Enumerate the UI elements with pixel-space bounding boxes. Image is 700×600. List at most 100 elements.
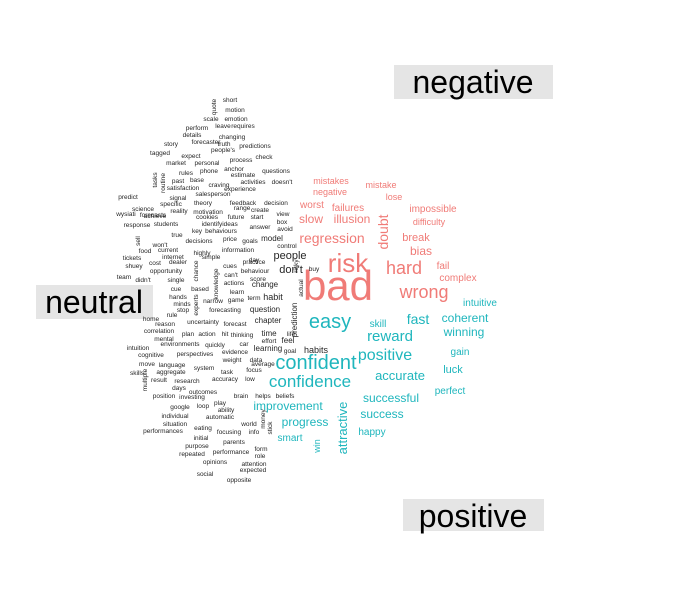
negative-label-box xyxy=(394,65,553,99)
word-negative-17: difficulty xyxy=(413,217,446,227)
word-neutral-157: opportunity xyxy=(150,268,183,275)
word-neutral-134: motion xyxy=(225,107,245,114)
word-neutral-153: cost xyxy=(149,260,161,267)
word-neutral-203: multiple xyxy=(142,368,149,391)
word-neutral-175: goal xyxy=(284,348,297,355)
word-neutral-147: sell xyxy=(135,236,142,246)
word-neutral-167: action xyxy=(198,331,216,338)
word-neutral-115: satisfaction xyxy=(167,185,200,192)
word-positive-28: coherent xyxy=(442,311,489,325)
word-neutral-57: box xyxy=(277,219,288,226)
neutral-label: neutral xyxy=(45,284,143,320)
word-neutral-126: predictions xyxy=(239,143,271,150)
word-neutral-196: brain xyxy=(234,393,249,400)
word-positive-26: accurate xyxy=(375,368,425,383)
word-neutral-63: create xyxy=(251,207,269,214)
word-neutral-163: experts xyxy=(193,294,200,316)
word-neutral-119: process xyxy=(230,157,254,164)
word-neutral-197: helps xyxy=(255,393,271,400)
word-negative-16: lose xyxy=(386,192,403,202)
word-neutral-227: stick xyxy=(267,421,274,435)
word-neutral-201: play xyxy=(214,400,227,407)
word-neutral-66: practice xyxy=(243,259,266,266)
word-positive-33: progress xyxy=(282,415,329,429)
word-neutral-47: question xyxy=(250,305,280,314)
word-neutral-85: based xyxy=(191,286,209,293)
word-neutral-210: eating xyxy=(194,425,212,432)
word-neutral-118: personal xyxy=(195,160,220,167)
word-neutral-195: outcomes xyxy=(189,389,218,396)
word-negative-10: worst xyxy=(299,200,324,211)
word-negative-1: risk xyxy=(328,248,369,278)
word-neutral-111: phone xyxy=(200,168,218,175)
word-neutral-46: change xyxy=(252,280,279,289)
word-neutral-100: identify xyxy=(202,221,223,228)
word-neutral-116: market xyxy=(166,160,186,167)
word-neutral-132: scale xyxy=(203,116,219,123)
word-neutral-181: perspectives xyxy=(177,351,214,358)
word-neutral-45: habit xyxy=(263,292,283,302)
word-neutral-60: answer xyxy=(250,224,272,231)
word-neutral-144: forecasts xyxy=(140,212,167,219)
word-neutral-133: emotion xyxy=(224,116,248,123)
word-neutral-168: hit xyxy=(222,331,229,338)
word-neutral-164: correlation xyxy=(144,328,175,335)
word-neutral-212: info xyxy=(249,429,260,436)
word-negative-3: wrong xyxy=(398,282,448,302)
word-negative-8: bias xyxy=(410,244,432,258)
word-neutral-209: situation xyxy=(163,421,188,428)
word-neutral-113: base xyxy=(190,177,204,184)
word-neutral-218: form xyxy=(255,446,268,453)
word-neutral-87: simple xyxy=(202,254,221,261)
word-negative-15: negative xyxy=(313,187,347,197)
word-neutral-150: current xyxy=(158,247,178,254)
word-positive-30: successful xyxy=(363,391,419,405)
word-positive-32: success xyxy=(360,407,403,421)
word-neutral-180: quickly xyxy=(205,342,226,349)
word-positive-22: confidence xyxy=(269,372,351,391)
word-neutral-80: stop xyxy=(177,307,190,314)
word-neutral-69: can't xyxy=(224,272,238,279)
word-neutral-90: decisions xyxy=(185,238,213,245)
word-neutral-151: food xyxy=(139,248,152,255)
word-neutral-140: science xyxy=(132,206,154,213)
word-neutral-173: data xyxy=(250,357,263,364)
word-neutral-86: narrow xyxy=(203,298,223,305)
word-neutral-54: goals xyxy=(242,238,258,245)
word-neutral-141: achieve xyxy=(144,213,167,220)
word-positive-35: intuitive xyxy=(463,298,497,309)
word-neutral-84: minds xyxy=(173,301,191,308)
word-neutral-107: doesn't xyxy=(272,179,293,186)
word-neutral-152: tickets xyxy=(123,255,142,262)
word-neutral-217: purpose xyxy=(185,443,209,450)
word-neutral-92: behaviours xyxy=(205,228,238,235)
word-neutral-91: key xyxy=(192,228,203,235)
word-neutral-58: control xyxy=(277,243,297,250)
word-neutral-81: hands xyxy=(169,294,187,301)
word-neutral-121: people's xyxy=(211,147,236,154)
word-neutral-192: result xyxy=(151,377,167,384)
word-positive-41: win xyxy=(312,439,322,454)
word-neutral-188: focus xyxy=(246,367,262,374)
word-neutral-204: google xyxy=(170,404,190,411)
word-neutral-127: details xyxy=(183,132,203,139)
word-neutral-187: task xyxy=(221,369,234,376)
word-neutral-222: opinions xyxy=(203,459,228,466)
word-neutral-206: individual xyxy=(161,413,189,420)
word-neutral-202: ability xyxy=(218,407,235,414)
word-neutral-129: perform xyxy=(186,125,208,132)
word-neutral-159: didn't xyxy=(135,277,151,284)
word-neutral-49: feel xyxy=(282,336,295,345)
word-neutral-155: internet xyxy=(162,254,184,261)
word-positive-38: perfect xyxy=(435,386,466,397)
word-neutral-125: truth xyxy=(217,141,230,148)
word-neutral-106: activities xyxy=(241,179,267,186)
word-neutral-77: forecasting xyxy=(209,307,241,314)
word-neutral-183: skills xyxy=(130,370,145,377)
word-neutral-93: ideas xyxy=(222,221,238,228)
word-negative-14: mistake xyxy=(365,180,396,190)
word-neutral-61: avoid xyxy=(277,226,293,233)
word-positive-40: smart xyxy=(278,433,303,444)
word-neutral-56: buy xyxy=(309,266,320,273)
word-neutral-82: cue xyxy=(171,286,182,293)
